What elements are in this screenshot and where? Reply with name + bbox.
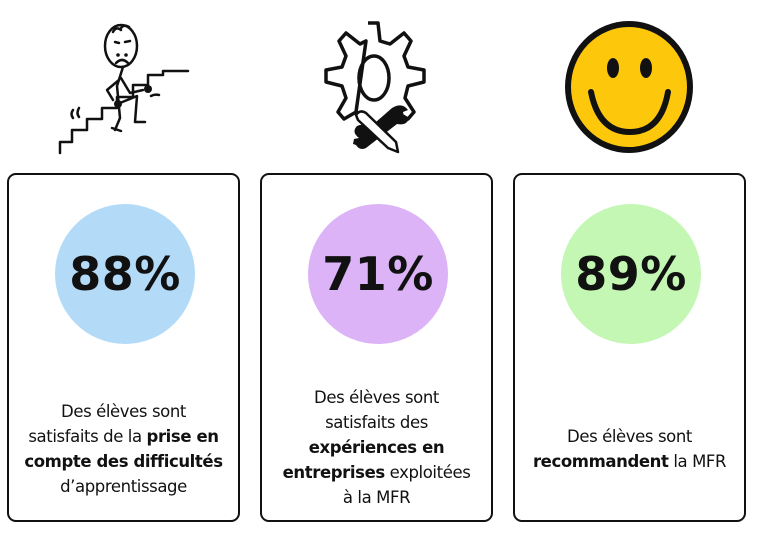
- desc-text: satisfaits de la: [28, 427, 147, 446]
- stat-description: Des élèves sont satisfaits des expérienc…: [262, 385, 491, 510]
- stat-description: Des élèves sont satisfaits de la prise e…: [9, 399, 238, 499]
- desc-bold: expériences en: [308, 438, 445, 457]
- gear-with-pencil-and-wrench-icon: [324, 21, 426, 154]
- desc-bold: prise en: [146, 427, 220, 446]
- percent-circle: 88%: [55, 204, 195, 344]
- smiley-face-icon: [565, 21, 693, 153]
- stat-card-recommend: 89% Des élèves sont recommandent la MFR: [513, 173, 746, 522]
- percent-value: 71%: [322, 247, 434, 301]
- desc-line: Des élèves sont: [61, 402, 186, 421]
- desc-line: recommandent la MFR: [515, 449, 744, 474]
- desc-bold: recommandent: [532, 452, 669, 471]
- desc-bold: compte des difficultés: [24, 452, 223, 471]
- percent-circle: 89%: [561, 204, 701, 344]
- desc-line: Des élèves sont: [314, 388, 439, 407]
- desc-text: exploitées: [384, 463, 471, 482]
- desc-line: satisfaits de la prise en: [9, 424, 238, 449]
- percent-circle: 71%: [308, 204, 448, 344]
- stat-card-internships: 71% Des élèves sont satisfaits des expér…: [260, 173, 493, 522]
- stick-figure-climbing-stairs-icon: [58, 23, 190, 155]
- desc-line: d’apprentissage: [60, 477, 187, 496]
- percent-value: 88%: [69, 247, 181, 301]
- percent-value: 89%: [575, 247, 687, 301]
- desc-text: la MFR: [668, 452, 727, 471]
- desc-line: expériences en: [262, 435, 491, 460]
- desc-bold: entreprises: [282, 463, 386, 482]
- stat-card-difficulties: 88% Des élèves sont satisfaits de la pri…: [7, 173, 240, 522]
- desc-line: à la MFR: [342, 488, 411, 507]
- desc-line: compte des difficultés: [9, 449, 238, 474]
- desc-line: Des élèves sont: [567, 427, 692, 446]
- desc-line: entreprises exploitées: [262, 460, 491, 485]
- stat-description: Des élèves sont recommandent la MFR: [515, 424, 744, 474]
- desc-line: satisfaits des: [325, 413, 428, 432]
